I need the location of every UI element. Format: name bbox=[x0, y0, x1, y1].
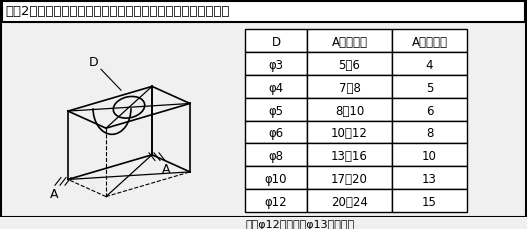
FancyBboxPatch shape bbox=[307, 166, 392, 189]
Text: 5～6: 5～6 bbox=[338, 59, 360, 72]
FancyBboxPatch shape bbox=[392, 121, 467, 144]
Text: A: A bbox=[162, 162, 170, 175]
Text: φ4: φ4 bbox=[268, 82, 284, 94]
Text: 10: 10 bbox=[422, 150, 437, 163]
Text: D: D bbox=[271, 36, 280, 49]
Text: 【図2】両端より等しい距離にある場合のダウエルピンの配置: 【図2】両端より等しい距離にある場合のダウエルピンの配置 bbox=[5, 5, 229, 18]
FancyBboxPatch shape bbox=[392, 30, 467, 53]
FancyBboxPatch shape bbox=[245, 144, 307, 166]
Text: φ3: φ3 bbox=[268, 59, 284, 72]
Text: φ6: φ6 bbox=[268, 127, 284, 140]
FancyBboxPatch shape bbox=[307, 144, 392, 166]
Text: A（標準）: A（標準） bbox=[331, 36, 367, 49]
FancyBboxPatch shape bbox=[307, 189, 392, 212]
Text: D: D bbox=[89, 55, 99, 68]
FancyBboxPatch shape bbox=[307, 53, 392, 76]
FancyBboxPatch shape bbox=[392, 53, 467, 76]
Text: φ8: φ8 bbox=[268, 150, 284, 163]
FancyBboxPatch shape bbox=[245, 98, 307, 121]
FancyBboxPatch shape bbox=[307, 121, 392, 144]
Text: φ10: φ10 bbox=[265, 172, 287, 185]
Text: 8～10: 8～10 bbox=[335, 104, 364, 117]
FancyBboxPatch shape bbox=[245, 121, 307, 144]
FancyBboxPatch shape bbox=[2, 2, 525, 23]
Text: A: A bbox=[50, 187, 58, 200]
FancyBboxPatch shape bbox=[392, 98, 467, 121]
FancyBboxPatch shape bbox=[245, 30, 307, 53]
Text: 17～20: 17～20 bbox=[331, 172, 368, 185]
FancyBboxPatch shape bbox=[245, 76, 307, 98]
Text: 10～12: 10～12 bbox=[331, 127, 368, 140]
FancyBboxPatch shape bbox=[392, 189, 467, 212]
Text: 5: 5 bbox=[426, 82, 433, 94]
FancyBboxPatch shape bbox=[245, 53, 307, 76]
FancyBboxPatch shape bbox=[245, 189, 307, 212]
Text: 8: 8 bbox=[426, 127, 433, 140]
FancyBboxPatch shape bbox=[307, 76, 392, 98]
FancyBboxPatch shape bbox=[392, 144, 467, 166]
FancyBboxPatch shape bbox=[392, 76, 467, 98]
FancyBboxPatch shape bbox=[392, 166, 467, 189]
FancyBboxPatch shape bbox=[245, 166, 307, 189]
Text: φ12: φ12 bbox=[265, 195, 287, 208]
Text: 6: 6 bbox=[426, 104, 433, 117]
Text: 7～8: 7～8 bbox=[338, 82, 360, 94]
Text: 13: 13 bbox=[422, 172, 437, 185]
Text: 15: 15 bbox=[422, 195, 437, 208]
Text: 注）φ12はまたはφ13とする。: 注）φ12はまたはφ13とする。 bbox=[245, 219, 354, 229]
FancyBboxPatch shape bbox=[307, 98, 392, 121]
Text: 20～24: 20～24 bbox=[331, 195, 368, 208]
Text: φ5: φ5 bbox=[268, 104, 284, 117]
Text: A（最小）: A（最小） bbox=[412, 36, 447, 49]
Text: 13～16: 13～16 bbox=[331, 150, 368, 163]
FancyBboxPatch shape bbox=[307, 30, 392, 53]
Text: 4: 4 bbox=[426, 59, 433, 72]
FancyBboxPatch shape bbox=[1, 1, 526, 217]
